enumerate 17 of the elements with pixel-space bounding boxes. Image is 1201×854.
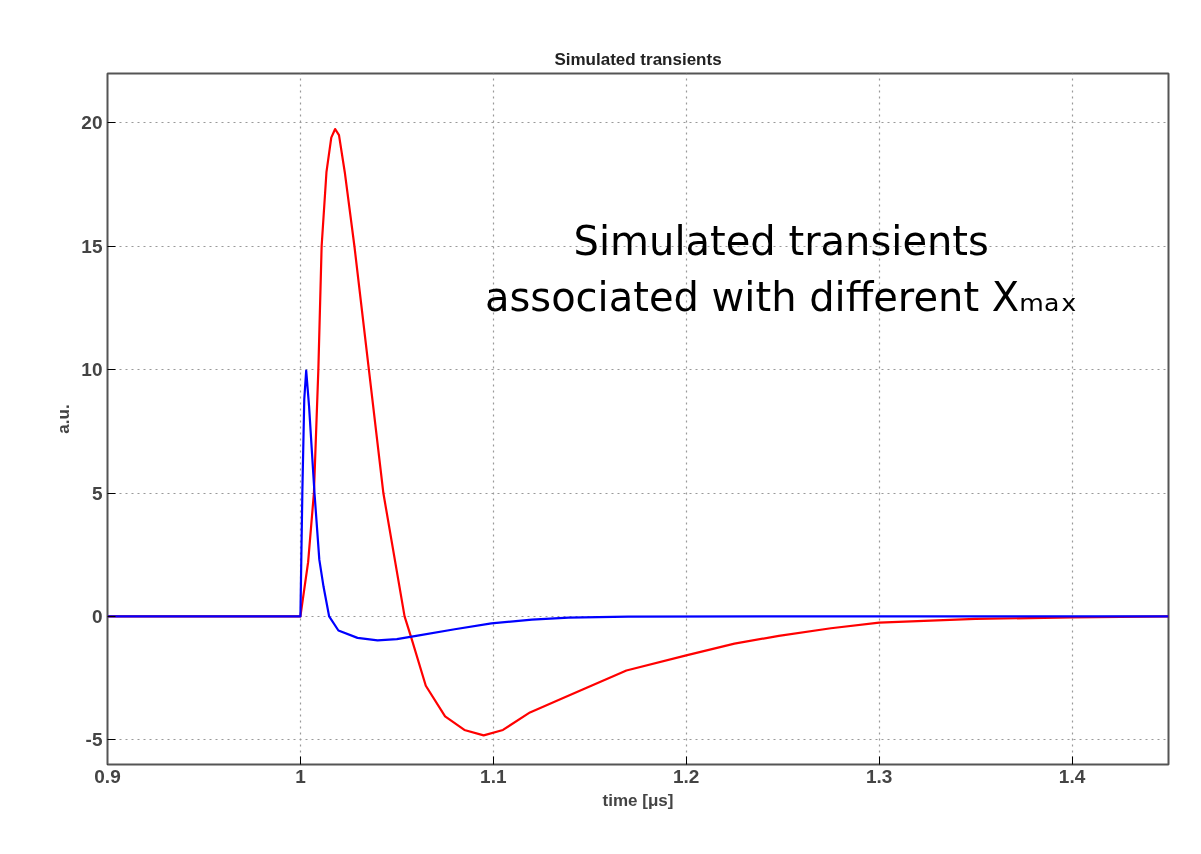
y-tick-label: 5 [91,482,103,504]
x-axis-title: time [μs] [602,790,674,810]
x-tick-label: 0.9 [94,765,121,787]
y-tick-label: -5 [85,729,103,751]
chart-title: Simulated transients [554,49,722,69]
x-tick-label: 1.1 [480,765,507,787]
x-tick-label: 1 [295,765,307,787]
x-tick-label: 1.2 [673,765,700,787]
y-axis-title: a.u. [54,404,74,434]
y-tick-label: 15 [81,235,103,257]
x-tick-label: 1.3 [865,765,893,787]
line-series [107,369,1169,642]
y-tick-label: 20 [81,112,103,134]
y-tick-label: 10 [81,359,103,381]
y-tick-label: 0 [91,605,103,627]
annotation: Simulated transients associated with different Xₘₐₓ [484,218,1078,320]
x-tick-label: 1.4 [1058,765,1086,787]
